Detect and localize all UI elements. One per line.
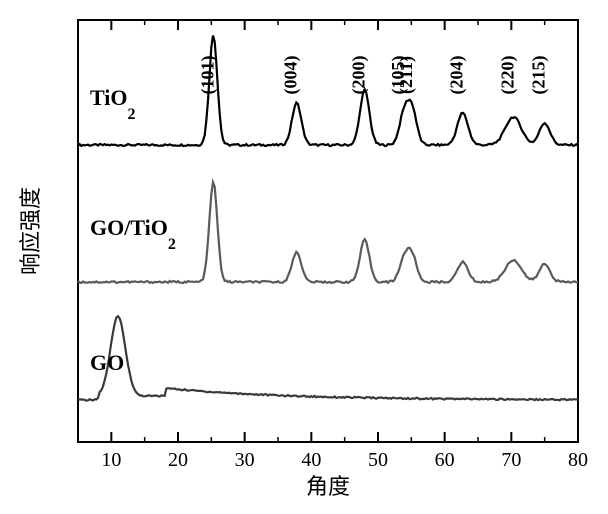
series-label-tio2: TiO2: [90, 85, 136, 123]
x-tick-label: 40: [301, 449, 321, 471]
x-tick-label: 20: [168, 449, 188, 471]
x-axis-title: 角度: [306, 474, 350, 499]
peak-label: (215): [529, 56, 550, 95]
peak-label: (200): [349, 56, 370, 95]
xrd-chart: 10 20 30 40 50 60 70 80 角度 响应强度 TiO2 GO/TiO2 GO (101)…: [0, 0, 608, 514]
x-tick-label: 80: [568, 449, 588, 471]
series-label-go: GO: [90, 350, 124, 375]
x-tick-label: 30: [235, 449, 255, 471]
peak-label: (220): [497, 56, 518, 95]
x-tick-label: 10: [101, 449, 121, 471]
series-label-go-tio2: GO/TiO2: [90, 215, 176, 253]
x-tick-label: 50: [368, 449, 388, 471]
x-tick-label: 70: [501, 449, 521, 471]
peak-label: (211): [396, 56, 417, 94]
chart-svg: 10 20 30 40 50 60 70 80 角度 响应强度 TiO2 GO/TiO2 GO (101)…: [0, 0, 608, 514]
trace-go: [78, 316, 578, 401]
peak-label: (004): [281, 56, 302, 95]
x-tick-label: 60: [435, 449, 455, 471]
peak-label: (101): [197, 56, 218, 95]
y-axis-title: 响应强度: [18, 187, 43, 275]
peak-label: (204): [447, 56, 468, 95]
